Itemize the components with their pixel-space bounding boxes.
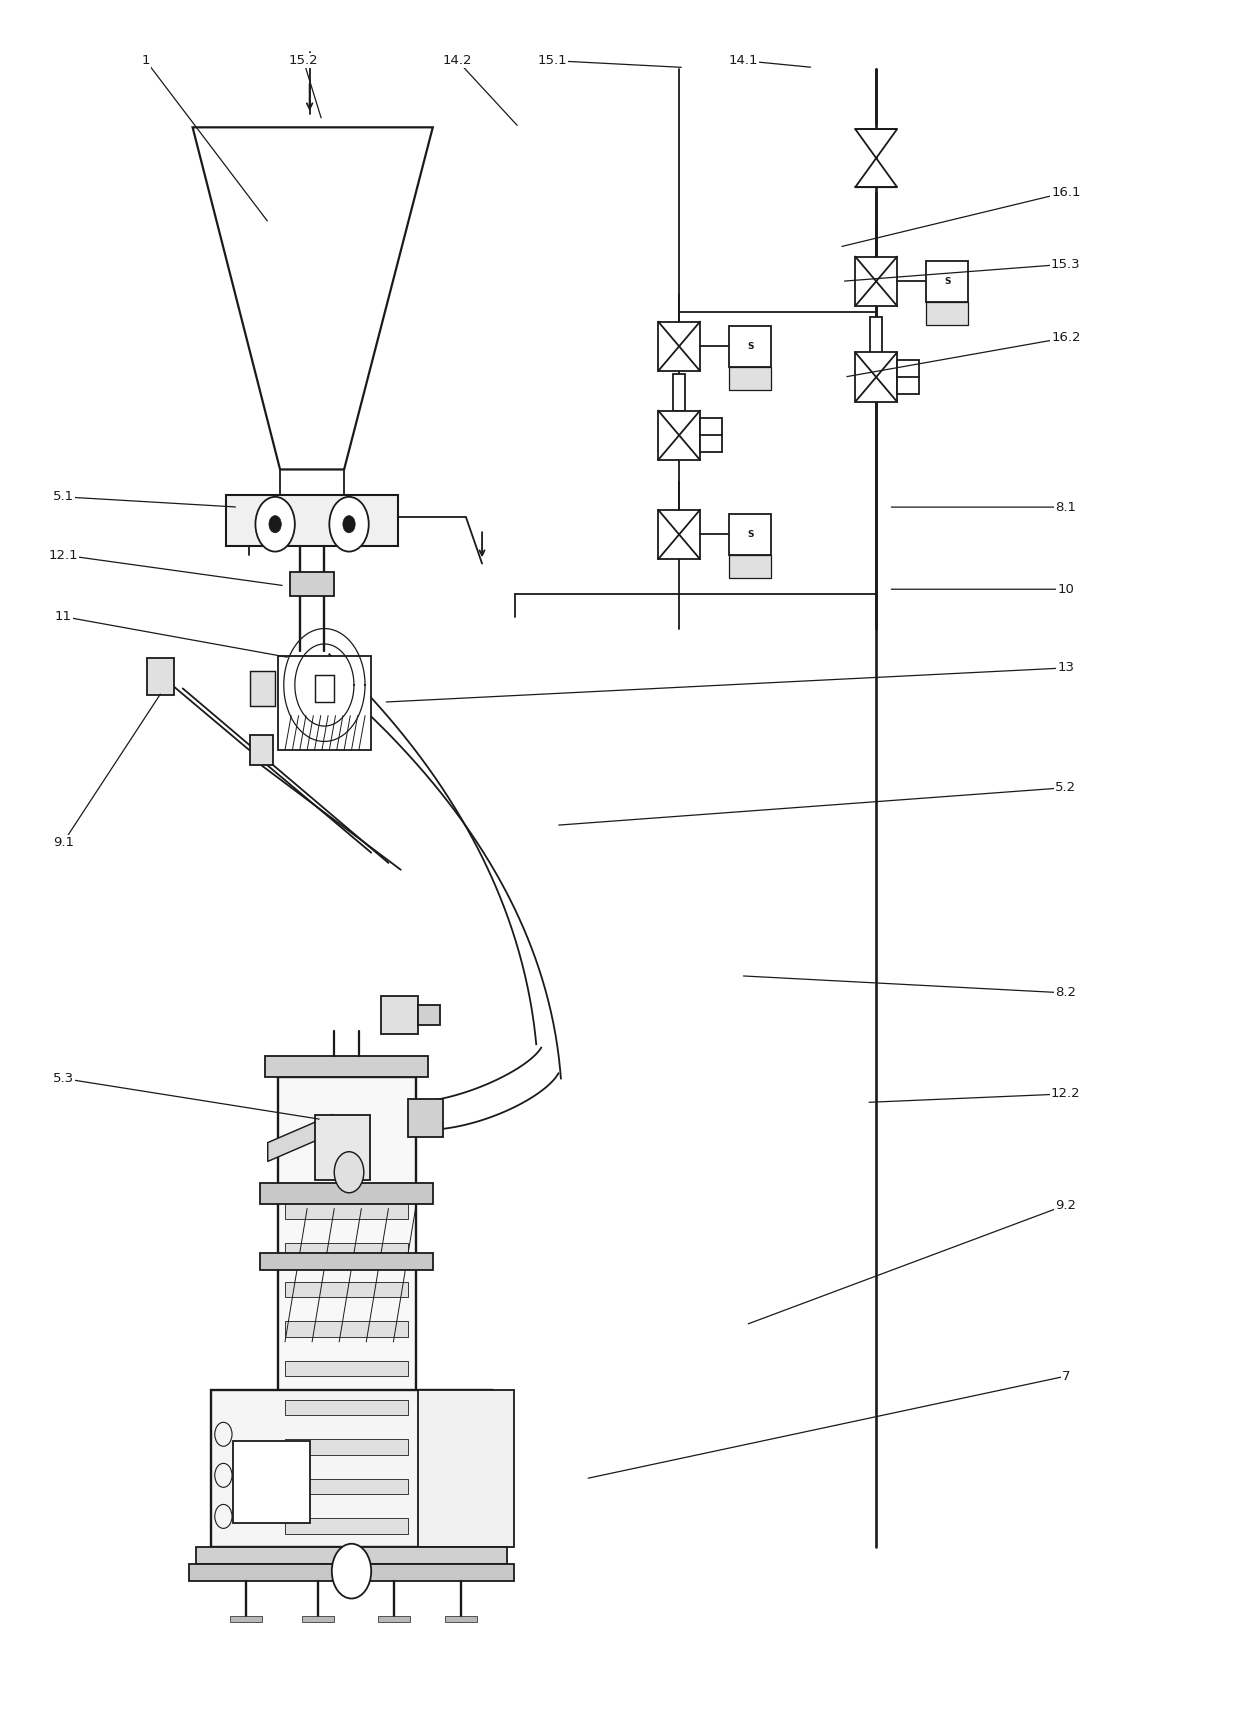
- Text: 1: 1: [141, 53, 150, 67]
- Text: 5.2: 5.2: [1055, 780, 1076, 794]
- Bar: [196, 1547, 507, 1564]
- Text: S: S: [944, 277, 951, 285]
- Text: 5.3: 5.3: [53, 1073, 74, 1085]
- Text: 11: 11: [55, 610, 72, 622]
- Text: 15.2: 15.2: [289, 53, 319, 67]
- Text: 16.1: 16.1: [1052, 186, 1080, 199]
- Bar: [658, 411, 701, 461]
- Bar: [418, 1389, 515, 1547]
- Text: S: S: [746, 529, 754, 540]
- Circle shape: [269, 516, 281, 533]
- Bar: [729, 366, 771, 390]
- Polygon shape: [192, 127, 433, 469]
- Bar: [229, 1616, 262, 1623]
- Bar: [278, 657, 371, 749]
- Text: 12.1: 12.1: [48, 548, 78, 562]
- Bar: [250, 672, 275, 705]
- Bar: [408, 1098, 443, 1136]
- Text: 8.2: 8.2: [1055, 987, 1076, 999]
- Bar: [701, 418, 722, 452]
- Text: 15.3: 15.3: [1052, 258, 1081, 270]
- Bar: [285, 1439, 408, 1454]
- Bar: [250, 734, 273, 765]
- Bar: [211, 1389, 492, 1547]
- Bar: [856, 256, 897, 306]
- Text: 12.2: 12.2: [1052, 1088, 1081, 1100]
- Polygon shape: [268, 1114, 334, 1162]
- Text: 9.1: 9.1: [53, 835, 74, 849]
- Text: 5.1: 5.1: [53, 490, 74, 504]
- Bar: [290, 572, 335, 596]
- Bar: [285, 1203, 408, 1219]
- Bar: [926, 301, 968, 325]
- Bar: [729, 555, 771, 578]
- Bar: [673, 373, 686, 411]
- Bar: [870, 318, 883, 354]
- Circle shape: [332, 1544, 371, 1599]
- Text: 9.2: 9.2: [1055, 1198, 1076, 1212]
- Polygon shape: [856, 129, 897, 158]
- Bar: [301, 1616, 334, 1623]
- Text: 15.1: 15.1: [537, 53, 567, 67]
- Text: S: S: [746, 342, 754, 351]
- Bar: [188, 1564, 515, 1581]
- Text: 14.2: 14.2: [443, 53, 472, 67]
- Bar: [729, 514, 771, 555]
- Bar: [260, 1253, 433, 1270]
- Text: 13: 13: [1058, 662, 1074, 674]
- Bar: [418, 1006, 440, 1026]
- Bar: [285, 1518, 408, 1533]
- Polygon shape: [856, 158, 897, 187]
- Bar: [658, 321, 701, 371]
- Bar: [315, 1116, 370, 1181]
- Bar: [381, 997, 418, 1035]
- Bar: [926, 261, 968, 301]
- Bar: [285, 1243, 408, 1258]
- Text: 16.2: 16.2: [1052, 332, 1080, 344]
- Circle shape: [330, 497, 368, 552]
- Bar: [856, 352, 897, 402]
- Text: 8.1: 8.1: [1055, 500, 1076, 514]
- Circle shape: [335, 1152, 363, 1193]
- Bar: [260, 1183, 433, 1203]
- Text: 14.1: 14.1: [728, 53, 758, 67]
- Text: 7: 7: [1061, 1370, 1070, 1382]
- Bar: [658, 511, 701, 559]
- Bar: [378, 1616, 409, 1623]
- Bar: [897, 359, 919, 394]
- Bar: [315, 676, 335, 701]
- Bar: [148, 658, 174, 694]
- Bar: [445, 1616, 477, 1623]
- Bar: [226, 495, 398, 547]
- Bar: [285, 1478, 408, 1494]
- Text: 10: 10: [1058, 583, 1074, 596]
- Circle shape: [255, 497, 295, 552]
- Bar: [285, 1322, 408, 1337]
- Bar: [285, 1282, 408, 1298]
- Bar: [233, 1441, 310, 1523]
- Circle shape: [343, 516, 355, 533]
- Bar: [285, 1361, 408, 1377]
- Bar: [729, 327, 771, 366]
- Bar: [265, 1055, 428, 1076]
- Bar: [278, 1076, 415, 1547]
- Bar: [285, 1399, 408, 1415]
